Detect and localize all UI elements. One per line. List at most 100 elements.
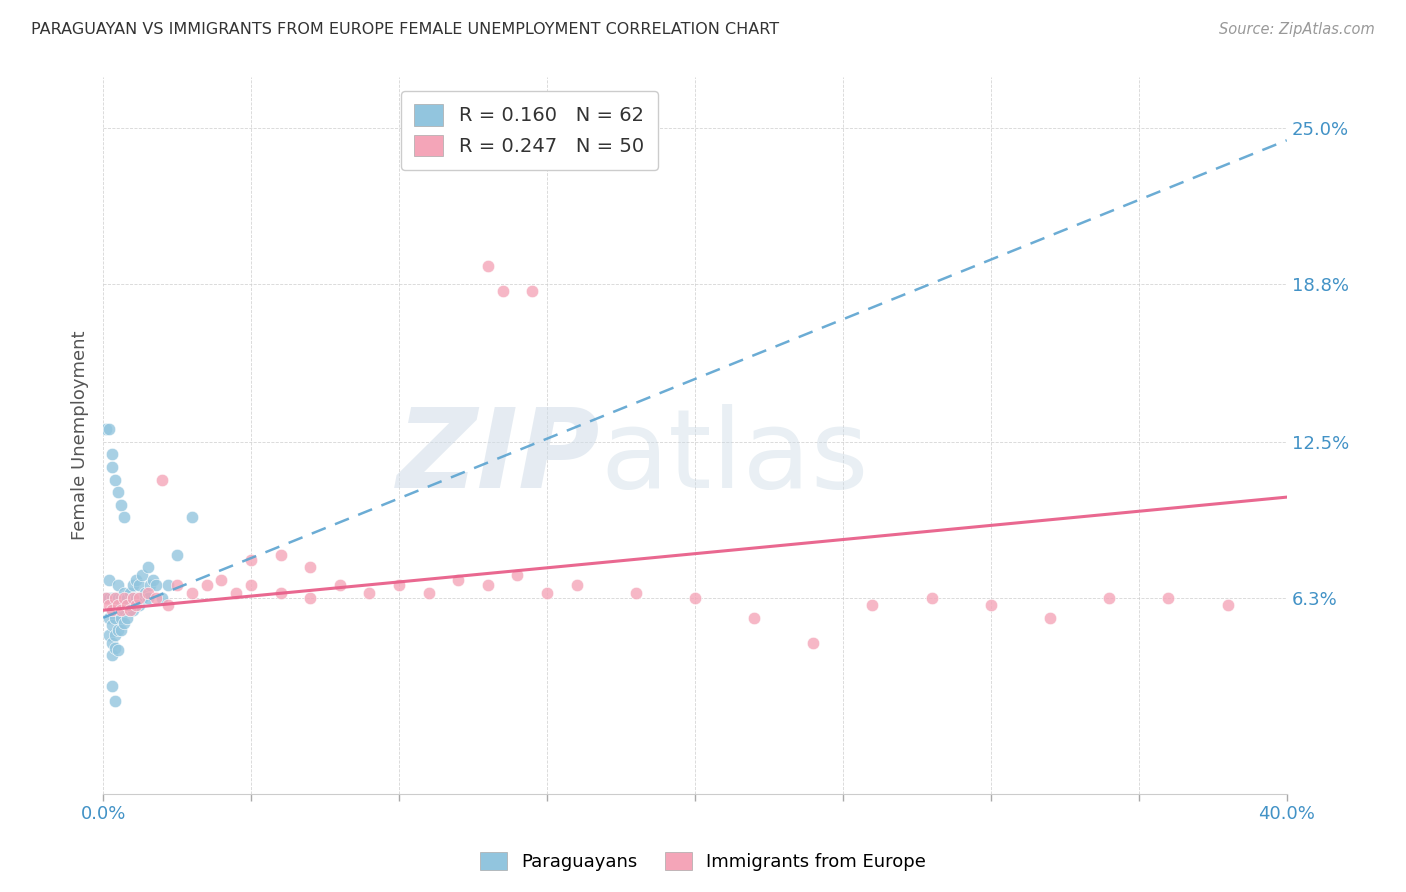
Point: [94, 591, 117, 605]
Point: [101, 636, 124, 650]
Point: [104, 598, 127, 612]
Point: [110, 598, 132, 612]
Point: [180, 585, 202, 599]
Point: [128, 578, 150, 592]
Point: [110, 603, 132, 617]
Point: [150, 591, 173, 605]
Point: [536, 585, 558, 599]
Point: [98, 628, 121, 642]
Point: [1039, 611, 1062, 625]
Point: [131, 568, 153, 582]
Point: [921, 591, 943, 605]
Point: [683, 591, 706, 605]
Point: [124, 573, 146, 587]
Point: [240, 578, 263, 592]
Point: [107, 603, 129, 617]
Point: [299, 560, 322, 574]
Point: [101, 447, 124, 461]
Point: [270, 548, 292, 562]
Point: [112, 591, 135, 605]
Point: [104, 628, 127, 642]
Point: [112, 510, 135, 524]
Point: [329, 578, 352, 592]
Point: [104, 694, 127, 708]
Point: [98, 573, 121, 587]
Point: [270, 585, 292, 599]
Point: [136, 560, 159, 574]
Point: [94, 591, 117, 605]
Text: ZIP: ZIP: [396, 403, 600, 510]
Point: [211, 573, 233, 587]
Point: [110, 591, 132, 605]
Legend: R = 0.160   N = 62, R = 0.247   N = 50: R = 0.160 N = 62, R = 0.247 N = 50: [401, 91, 658, 170]
Point: [522, 284, 544, 298]
Point: [101, 603, 124, 617]
Point: [1157, 591, 1180, 605]
Point: [166, 578, 188, 592]
Point: [742, 611, 765, 625]
Point: [142, 573, 165, 587]
Y-axis label: Female Unemployment: Female Unemployment: [72, 331, 89, 541]
Point: [359, 585, 381, 599]
Point: [118, 603, 141, 617]
Point: [240, 553, 263, 567]
Point: [112, 593, 135, 607]
Point: [104, 640, 127, 655]
Point: [101, 618, 124, 632]
Point: [98, 611, 121, 625]
Point: [104, 611, 127, 625]
Point: [157, 598, 180, 612]
Point: [157, 578, 180, 592]
Point: [150, 473, 173, 487]
Point: [115, 598, 138, 612]
Point: [112, 615, 135, 630]
Point: [131, 591, 153, 605]
Point: [980, 598, 1002, 612]
Point: [115, 611, 138, 625]
Point: [115, 591, 138, 605]
Point: [180, 510, 202, 524]
Point: [624, 585, 647, 599]
Point: [101, 679, 124, 693]
Point: [477, 259, 499, 273]
Point: [134, 585, 156, 599]
Point: [862, 598, 884, 612]
Legend: Paraguayans, Immigrants from Europe: Paraguayans, Immigrants from Europe: [472, 845, 934, 879]
Point: [136, 585, 159, 599]
Text: PARAGUAYAN VS IMMIGRANTS FROM EUROPE FEMALE UNEMPLOYMENT CORRELATION CHART: PARAGUAYAN VS IMMIGRANTS FROM EUROPE FEM…: [31, 22, 779, 37]
Point: [112, 603, 135, 617]
Point: [124, 591, 146, 605]
Point: [124, 598, 146, 612]
Point: [101, 603, 124, 617]
Point: [104, 591, 127, 605]
Point: [145, 591, 167, 605]
Point: [115, 598, 138, 612]
Point: [801, 636, 824, 650]
Point: [98, 422, 121, 436]
Point: [506, 568, 529, 582]
Point: [107, 643, 129, 657]
Point: [107, 624, 129, 638]
Point: [101, 460, 124, 475]
Point: [418, 585, 440, 599]
Point: [121, 591, 143, 605]
Point: [101, 591, 124, 605]
Point: [477, 578, 499, 592]
Point: [121, 603, 143, 617]
Point: [388, 578, 411, 592]
Point: [104, 591, 127, 605]
Point: [128, 591, 150, 605]
Point: [107, 578, 129, 592]
Point: [136, 591, 159, 605]
Point: [110, 624, 132, 638]
Point: [447, 573, 470, 587]
Text: atlas: atlas: [600, 403, 869, 510]
Point: [195, 578, 218, 592]
Point: [166, 548, 188, 562]
Point: [94, 422, 117, 436]
Text: Source: ZipAtlas.com: Source: ZipAtlas.com: [1219, 22, 1375, 37]
Point: [121, 578, 143, 592]
Point: [145, 578, 167, 592]
Point: [107, 485, 129, 500]
Point: [101, 648, 124, 663]
